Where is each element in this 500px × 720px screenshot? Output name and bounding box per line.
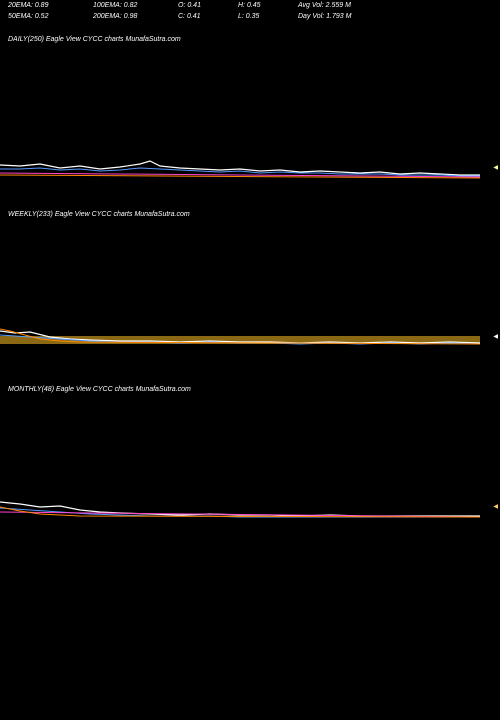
- price-marker-icon: ◀: [493, 504, 498, 510]
- stat-ema20: 20EMA: 0.89: [8, 2, 93, 9]
- chart-title: MONTHLY(48) Eagle View CYCC charts Munaf…: [0, 382, 500, 397]
- stat-ema50: 50EMA: 0.52: [8, 13, 93, 20]
- chart-svg: [0, 47, 480, 197]
- chart-area: ◀: [0, 397, 500, 547]
- stat-low: L: 0.35: [238, 13, 298, 20]
- chart-line-0: [0, 161, 480, 175]
- chart-section-1: WEEKLY(233) Eagle View CYCC charts Munaf…: [0, 207, 500, 372]
- price-marker-icon: ◀: [493, 334, 498, 340]
- price-marker-icon: ◀: [493, 165, 498, 171]
- stat-avgvol: Avg Vol: 2.559 M: [298, 2, 398, 9]
- chart-section-2: MONTHLY(48) Eagle View CYCC charts Munaf…: [0, 382, 500, 547]
- chart-area: ◀: [0, 222, 500, 372]
- stat-ema100: 100EMA: 0.82: [93, 2, 178, 9]
- chart-svg: [0, 397, 480, 547]
- stats-row-1: 20EMA: 0.89 100EMA: 0.82 O: 0.41 H: 0.45…: [0, 0, 500, 11]
- stat-high: H: 0.45: [238, 2, 298, 9]
- stats-row-2: 50EMA: 0.52 200EMA: 0.98 C: 0.41 L: 0.35…: [0, 11, 500, 22]
- stat-open: O: 0.41: [178, 2, 238, 9]
- chart-title: WEEKLY(233) Eagle View CYCC charts Munaf…: [0, 207, 500, 222]
- chart-svg: [0, 222, 480, 372]
- chart-title: DAILY(250) Eagle View CYCC charts Munafa…: [0, 32, 500, 47]
- charts-container: DAILY(250) Eagle View CYCC charts Munafa…: [0, 32, 500, 547]
- chart-line-0: [0, 502, 480, 516]
- stat-ema200: 200EMA: 0.98: [93, 13, 178, 20]
- stat-close: C: 0.41: [178, 13, 238, 20]
- stat-dayvol: Day Vol: 1.793 M: [298, 13, 398, 20]
- chart-area: ◀: [0, 47, 500, 197]
- chart-section-0: DAILY(250) Eagle View CYCC charts Munafa…: [0, 32, 500, 197]
